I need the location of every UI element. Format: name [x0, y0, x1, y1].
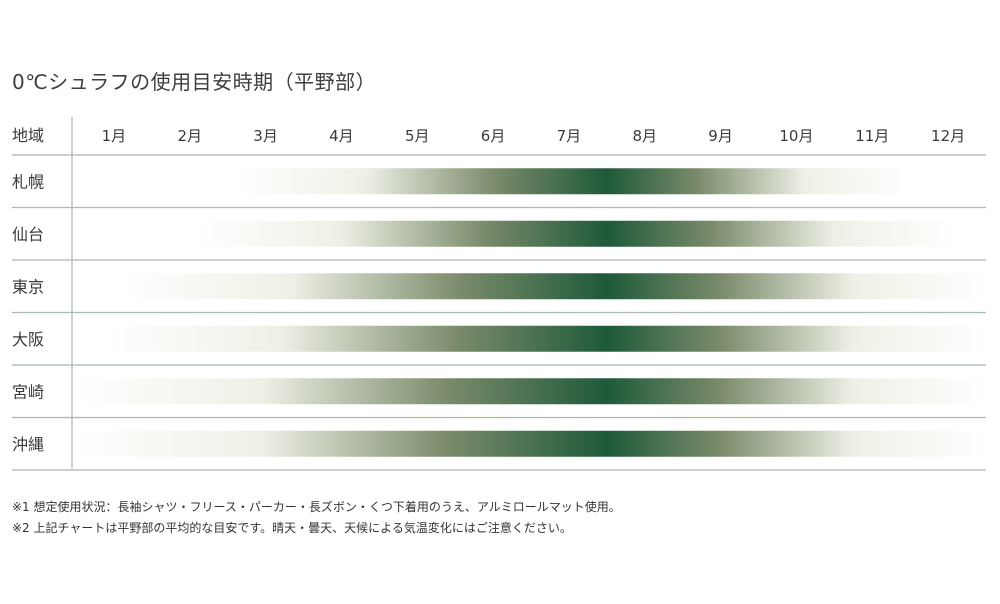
season-heatmap-chart: 地域 1月 2月 3月 4月 5月 6月 7月 8月 9月 10月 11月 12月 札幌仙台東京大阪宮崎…: [12, 117, 987, 471]
month-label-2: 2月: [177, 127, 202, 145]
row-label-6: 沖縄: [12, 435, 44, 454]
row-label-2: 仙台: [12, 225, 44, 244]
row-label-4: 大阪: [12, 330, 44, 349]
month-label-11: 11月: [855, 127, 889, 145]
month-label-6: 6月: [481, 127, 506, 145]
usage-bar-5: [76, 378, 986, 405]
chart-title: 0℃シュラフの使用目安時期（平野部）: [12, 70, 377, 94]
footnote-2: ※2 上記チャートは平野部の平均的な目安です。晴天・曇天、天候による気温変化には…: [12, 521, 572, 535]
row-label-3: 東京: [12, 277, 44, 296]
month-label-8: 8月: [632, 127, 657, 145]
footnote-1: ※1 想定使用状況：長袖シャツ・フリース・パーカー・長ズボン・くつ下着用のうえ、…: [12, 500, 621, 514]
month-label-1: 1月: [102, 127, 127, 145]
month-label-12: 12月: [931, 127, 965, 145]
month-label-4: 4月: [329, 127, 354, 145]
footnotes: ※1 想定使用状況：長袖シャツ・フリース・パーカー・長ズボン・くつ下着用のうえ、…: [12, 497, 621, 539]
month-label-10: 10月: [779, 127, 813, 145]
usage-bar-4: [106, 325, 987, 352]
usage-bar-2: [197, 220, 956, 247]
month-label-5: 5月: [405, 127, 430, 145]
month-label-3: 3月: [253, 127, 278, 145]
month-label-9: 9月: [708, 127, 733, 145]
row-label-1: 札幌: [12, 172, 44, 191]
usage-bar-6: [76, 430, 986, 457]
usage-bar-3: [121, 273, 986, 300]
row-header-label: 地域: [12, 126, 44, 145]
row-label-5: 宮崎: [12, 382, 44, 401]
usage-bar-1: [235, 168, 911, 195]
month-label-7: 7月: [557, 127, 582, 145]
